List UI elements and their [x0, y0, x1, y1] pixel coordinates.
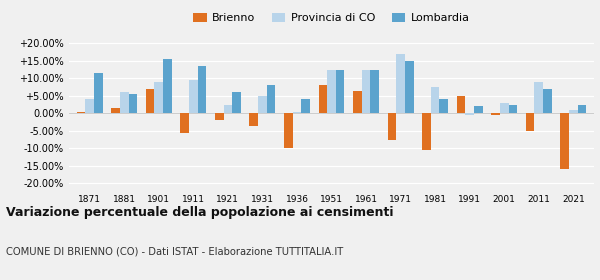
- Bar: [250, 113, 258, 126]
- Bar: [258, 96, 267, 113]
- Bar: [232, 92, 241, 113]
- Bar: [474, 106, 482, 113]
- Bar: [388, 113, 396, 140]
- Bar: [163, 59, 172, 113]
- Bar: [457, 96, 466, 113]
- Bar: [181, 113, 189, 133]
- Bar: [578, 105, 586, 113]
- Bar: [94, 73, 103, 113]
- Bar: [128, 94, 137, 113]
- Text: COMUNE DI BRIENNO (CO) - Dati ISTAT - Elaborazione TUTTITALIA.IT: COMUNE DI BRIENNO (CO) - Dati ISTAT - El…: [6, 246, 343, 256]
- Bar: [500, 103, 509, 113]
- Bar: [301, 99, 310, 113]
- Legend: Brienno, Provincia di CO, Lombardia: Brienno, Provincia di CO, Lombardia: [189, 8, 474, 28]
- Bar: [319, 85, 327, 113]
- Bar: [77, 112, 85, 113]
- Bar: [405, 61, 413, 113]
- Bar: [535, 82, 543, 113]
- Bar: [284, 113, 293, 148]
- Bar: [197, 66, 206, 113]
- Bar: [336, 70, 344, 113]
- Bar: [154, 82, 163, 113]
- Bar: [146, 89, 154, 113]
- Bar: [112, 108, 120, 113]
- Bar: [431, 87, 439, 113]
- Bar: [526, 113, 535, 131]
- Text: Variazione percentuale della popolazione ai censimenti: Variazione percentuale della popolazione…: [6, 206, 394, 219]
- Bar: [362, 70, 370, 113]
- Bar: [466, 113, 474, 115]
- Bar: [327, 70, 336, 113]
- Bar: [543, 89, 551, 113]
- Bar: [370, 70, 379, 113]
- Bar: [293, 112, 301, 113]
- Bar: [353, 91, 362, 113]
- Bar: [396, 54, 405, 113]
- Bar: [120, 92, 128, 113]
- Bar: [85, 99, 94, 113]
- Bar: [439, 99, 448, 113]
- Bar: [224, 105, 232, 113]
- Bar: [560, 113, 569, 169]
- Bar: [509, 105, 517, 113]
- Bar: [189, 80, 197, 113]
- Bar: [491, 113, 500, 115]
- Bar: [422, 113, 431, 150]
- Bar: [267, 85, 275, 113]
- Bar: [569, 110, 578, 113]
- Bar: [215, 113, 224, 120]
